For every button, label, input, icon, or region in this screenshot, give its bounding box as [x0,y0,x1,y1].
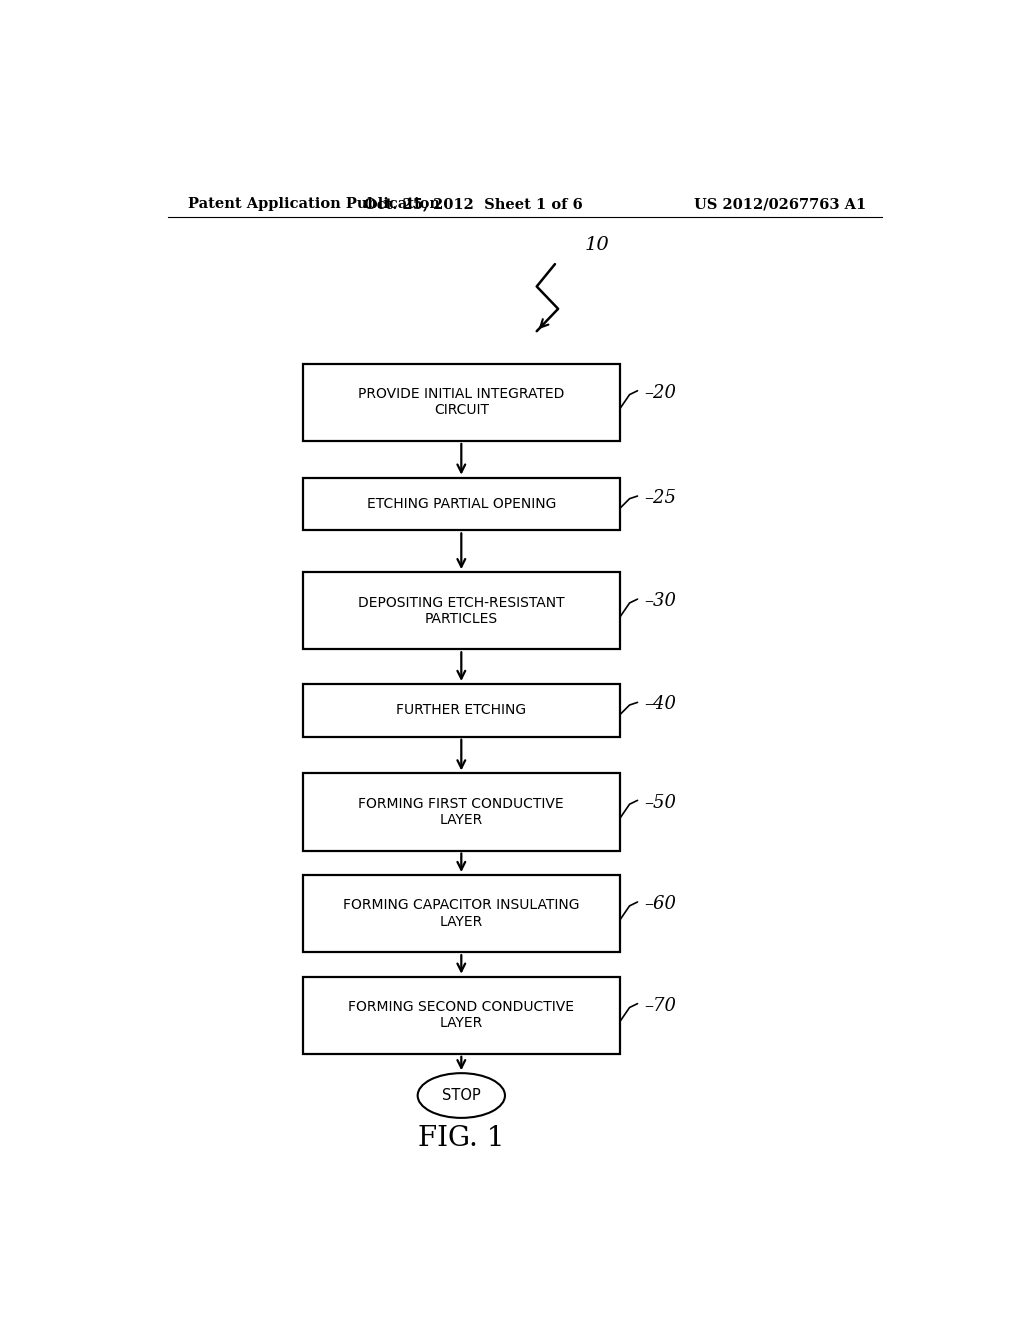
Text: –70: –70 [644,997,676,1015]
Text: –40: –40 [644,694,676,713]
Text: Oct. 25, 2012  Sheet 1 of 6: Oct. 25, 2012 Sheet 1 of 6 [364,197,583,211]
Text: STOP: STOP [442,1088,480,1104]
FancyBboxPatch shape [303,684,620,737]
Text: –50: –50 [644,793,676,812]
Text: FURTHER ETCHING: FURTHER ETCHING [396,704,526,717]
FancyBboxPatch shape [303,364,620,441]
FancyBboxPatch shape [303,977,620,1053]
Ellipse shape [418,1073,505,1118]
Text: DEPOSITING ETCH-RESISTANT
PARTICLES: DEPOSITING ETCH-RESISTANT PARTICLES [358,595,564,626]
FancyBboxPatch shape [303,774,620,850]
FancyBboxPatch shape [303,478,620,531]
Text: –30: –30 [644,593,676,610]
Text: –60: –60 [644,895,676,913]
Text: –25: –25 [644,488,676,507]
Text: FORMING CAPACITOR INSULATING
LAYER: FORMING CAPACITOR INSULATING LAYER [343,899,580,929]
Text: Patent Application Publication: Patent Application Publication [187,197,439,211]
Text: 10: 10 [585,236,609,253]
Text: FIG. 1: FIG. 1 [418,1125,505,1152]
Text: US 2012/0267763 A1: US 2012/0267763 A1 [694,197,866,211]
FancyBboxPatch shape [303,572,620,649]
FancyBboxPatch shape [303,875,620,952]
Text: FORMING SECOND CONDUCTIVE
LAYER: FORMING SECOND CONDUCTIVE LAYER [348,1001,574,1031]
Text: ETCHING PARTIAL OPENING: ETCHING PARTIAL OPENING [367,496,556,511]
Text: PROVIDE INITIAL INTEGRATED
CIRCUIT: PROVIDE INITIAL INTEGRATED CIRCUIT [358,387,564,417]
Text: –20: –20 [644,384,676,403]
Text: FORMING FIRST CONDUCTIVE
LAYER: FORMING FIRST CONDUCTIVE LAYER [358,797,564,828]
